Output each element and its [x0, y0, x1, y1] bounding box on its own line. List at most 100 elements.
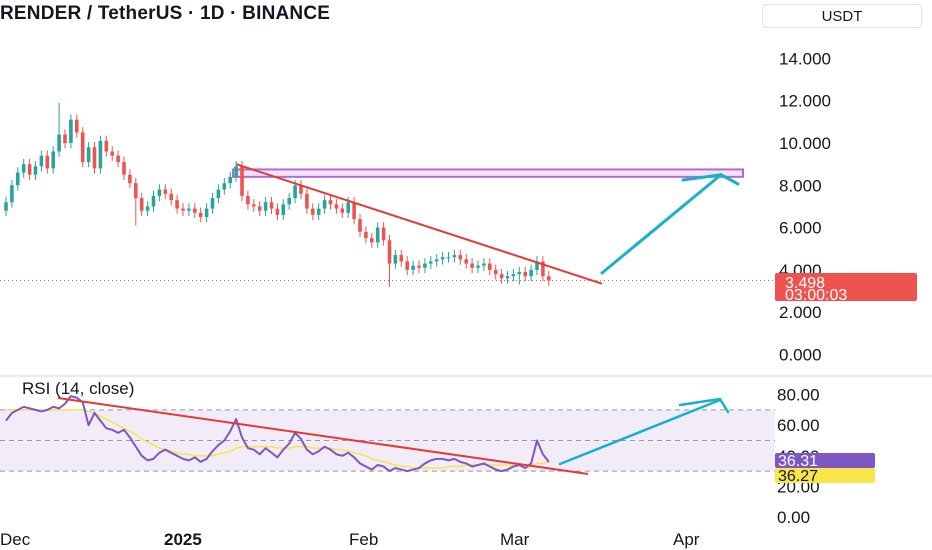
candle-body [399, 255, 404, 262]
candle-body [352, 202, 356, 220]
candle-body [322, 200, 327, 209]
candle-body [33, 166, 38, 175]
candle-body [210, 197, 215, 209]
candle-body [517, 272, 522, 275]
candle-body [411, 265, 415, 270]
candle-body [98, 140, 103, 169]
candle-body [458, 255, 463, 260]
candle-body [328, 200, 333, 205]
candle-body [440, 257, 445, 260]
candle-body [75, 119, 79, 133]
rsi-axis-tick: 0.00 [777, 508, 810, 527]
rsi-axis-tick: 80.00 [777, 386, 820, 405]
candle-body [257, 206, 262, 211]
candle-body [252, 204, 256, 207]
candle-body [381, 227, 386, 241]
rsi-line [5, 395, 550, 473]
rsi-projection-arrowhead [678, 397, 730, 414]
candle-body [364, 231, 368, 239]
price-tag-price: 3.498 [785, 275, 825, 292]
candle-body [311, 208, 315, 215]
rsi-value-tag [775, 453, 875, 468]
candle-body [287, 197, 291, 205]
candle-body [452, 255, 457, 258]
candle-body [405, 261, 409, 270]
candle-body [523, 272, 527, 277]
candle-body [134, 183, 138, 198]
candle-body [39, 155, 44, 167]
candle-body [187, 208, 191, 211]
candle-body [128, 174, 132, 184]
candle-body [358, 219, 362, 232]
candle-body [198, 212, 203, 218]
candle-body [57, 134, 61, 152]
candle-body [482, 263, 486, 266]
candle-body [535, 261, 539, 270]
candle-body [340, 208, 345, 213]
candle-body [51, 151, 55, 169]
rsi-axis-tick: 60.00 [777, 416, 820, 435]
time-axis-tick: 2025 [164, 530, 202, 549]
candle-body [464, 259, 468, 264]
candle-body [63, 134, 67, 143]
candle-body [4, 202, 8, 211]
candle-body [122, 162, 126, 175]
candle-body [417, 265, 421, 268]
candle-body [16, 172, 20, 186]
price-axis-tick: 2.000 [779, 303, 822, 322]
projection-arrowhead [681, 173, 740, 186]
candle-body [281, 204, 286, 215]
candle-body [488, 263, 492, 270]
candle-body [151, 195, 156, 207]
candle-body [499, 274, 504, 279]
candle-body [434, 259, 439, 262]
price-axis-tick: 6.000 [779, 219, 822, 238]
price-axis-tick: 0.000 [779, 346, 822, 365]
candle-body [547, 276, 551, 281]
currency-button[interactable]: USDT [762, 4, 922, 28]
candle-body [86, 147, 91, 163]
price-trendline [235, 163, 603, 285]
candle-body [493, 269, 498, 275]
rsi-trendline [57, 397, 589, 475]
candle-body [305, 193, 309, 209]
chart-title: RENDER / TetherUS · 1D · BINANCE [0, 3, 331, 24]
price-axis-tick: 14.000 [779, 49, 831, 68]
candle-body [169, 193, 173, 201]
price-axis-tick: 8.000 [779, 176, 822, 195]
projection-arrow [600, 173, 723, 275]
candle-body [110, 151, 114, 156]
candle-body [476, 265, 480, 268]
resistance-zone [232, 168, 744, 178]
candle-body [21, 164, 26, 173]
candle-body [470, 263, 474, 268]
price-axis-tick: 12.000 [779, 92, 831, 111]
time-axis-tick: Dec [0, 530, 31, 549]
candle-body [370, 238, 374, 243]
candle-body [505, 276, 510, 279]
candle-body [175, 200, 179, 209]
candle-body [446, 257, 451, 259]
candle-body [316, 208, 321, 215]
candle-body [529, 269, 533, 277]
candle-body [234, 166, 238, 177]
candle-body [269, 202, 274, 209]
price-tag-countdown: 03:00:03 [785, 287, 847, 304]
candle-body [240, 166, 244, 196]
candle-body [181, 208, 185, 211]
candle-body [204, 208, 209, 218]
candle-body [511, 274, 516, 277]
price-axis-tick: 10.000 [779, 134, 831, 153]
candle-body [541, 261, 545, 277]
candle-body [157, 189, 162, 196]
candle-body [375, 227, 380, 243]
candle-body [104, 140, 109, 152]
candle-body [222, 183, 227, 190]
candle-body [10, 185, 14, 203]
candle-body [393, 255, 398, 264]
rsi-ma-label: 36.27 [778, 468, 818, 485]
candle-body [116, 155, 120, 163]
rsi-title: RSI (14, close) [22, 379, 135, 398]
candle-body [387, 240, 392, 264]
